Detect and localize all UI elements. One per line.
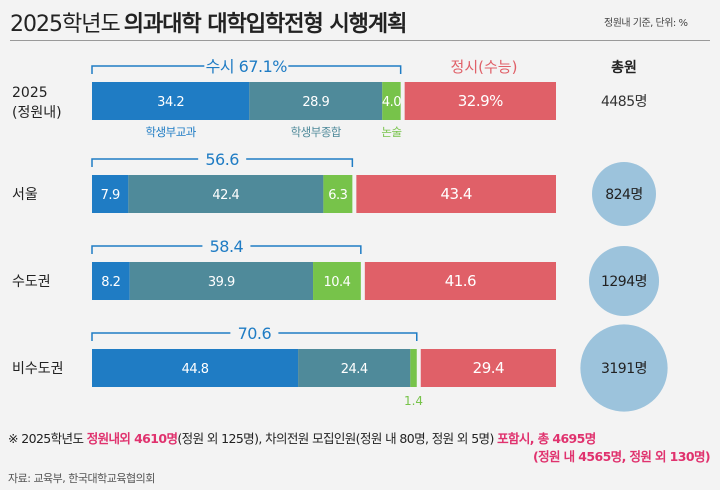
data-label: 32.9% — [458, 92, 503, 110]
total-bubble — [588, 245, 660, 317]
footnote-middle: (정원 외 125명), 차의전원 모집인원(정원 내 80명, 정원 외 5명… — [177, 431, 498, 446]
series-name-label: 학생부교과 — [145, 125, 196, 139]
susi-total-label: 56.6 — [205, 150, 239, 169]
susi-label-bg — [202, 238, 251, 254]
stacked-bar-chart: 정시(수능) 총원 2025 (정원내) 34.2 28.9 4.0 32.9% 수시 67.1… — [12, 57, 668, 412]
total-label: 1294명 — [601, 274, 647, 290]
bar-segment-논술 — [410, 349, 417, 387]
data-label: 24.4 — [341, 362, 368, 377]
bar-segment-논술 — [323, 175, 353, 213]
bar-segment-학생부교과 — [92, 175, 129, 213]
data-label: 44.8 — [182, 362, 209, 377]
data-label: 41.6 — [445, 272, 476, 290]
data-label: 10.4 — [323, 275, 350, 290]
susi-total-label: 수시 67.1% — [206, 57, 288, 76]
data-label: 8.2 — [101, 275, 120, 290]
footnote-highlight-1: 정원내외 4610명 — [86, 431, 178, 446]
unit-note: 정원내 기준, 단위: % — [604, 18, 688, 29]
category-label: (정원내) — [12, 105, 62, 121]
title-divider — [10, 40, 710, 41]
data-label: 43.4 — [440, 185, 471, 203]
source-note: 자료: 교육부, 한국대학교육협의회 — [8, 472, 155, 485]
data-label: 6.3 — [328, 188, 347, 203]
susi-label-bg — [198, 151, 247, 167]
bar-segment-정시(수능) — [404, 82, 556, 120]
bar-segment-정시(수능) — [420, 349, 556, 387]
bar-segment-논술 — [313, 262, 361, 300]
bar-segment-학생부종합 — [298, 349, 411, 387]
jeongsi-header: 정시(수능) — [451, 58, 518, 76]
category-label: 수도권 — [12, 274, 51, 290]
total-bubble — [591, 161, 657, 227]
totals-header: 총원 — [611, 60, 637, 76]
bar-segment-정시(수능) — [356, 175, 556, 213]
series-name-label: 학생부종합 — [291, 125, 342, 139]
bar-segment-학생부교과 — [92, 349, 299, 387]
data-label: 29.4 — [473, 359, 504, 377]
footnote-highlight-2: 포함시, 총 4695명 — [497, 431, 596, 446]
susi-label-bg — [230, 325, 279, 341]
bar-segment-정시(수능) — [364, 262, 556, 300]
title-main: 의과대학 대학입학전형 시행계획 — [123, 12, 408, 37]
bar-segment-학생부종합 — [129, 262, 314, 300]
bar-segment-논술 — [382, 82, 401, 120]
footnote-line-2: (정원 내 4565명, 정원 외 130명) — [532, 449, 711, 464]
data-label: 39.9 — [208, 275, 235, 290]
total-label: 4485명 — [601, 94, 647, 110]
total-bubble — [580, 324, 668, 412]
susi-total-label: 58.4 — [210, 237, 244, 256]
data-label: 7.9 — [101, 188, 120, 203]
total-label: 3191명 — [601, 361, 647, 377]
data-label: 34.2 — [157, 95, 184, 110]
chart-title: 2025학년도 의과대학 대학입학전형 시행계획 — [10, 6, 408, 38]
bar-segment-학생부종합 — [249, 82, 383, 120]
footnote-line-1: ※ 2025학년도 정원내외 4610명(정원 외 125명), 차의전원 모집… — [8, 428, 596, 447]
category-label: 서울 — [12, 187, 38, 203]
data-label: 4.0 — [382, 95, 401, 110]
data-label: 1.4 — [404, 394, 423, 408]
total-label: 824명 — [605, 187, 643, 203]
bar-segment-학생부교과 — [92, 82, 250, 120]
susi-total-label: 70.6 — [238, 324, 272, 343]
bar-segment-학생부교과 — [92, 262, 130, 300]
susi-label-bg — [204, 58, 289, 74]
series-name-label: 논술 — [381, 125, 401, 139]
category-label: 2025 — [12, 85, 48, 101]
data-label: 28.9 — [302, 95, 329, 110]
category-label: 비수도권 — [12, 361, 64, 377]
bar-segment-학생부종합 — [128, 175, 324, 213]
footnote-prefix: ※ 2025학년도 — [8, 431, 87, 446]
title-year: 2025학년도 — [10, 12, 121, 37]
data-label: 42.4 — [212, 188, 239, 203]
